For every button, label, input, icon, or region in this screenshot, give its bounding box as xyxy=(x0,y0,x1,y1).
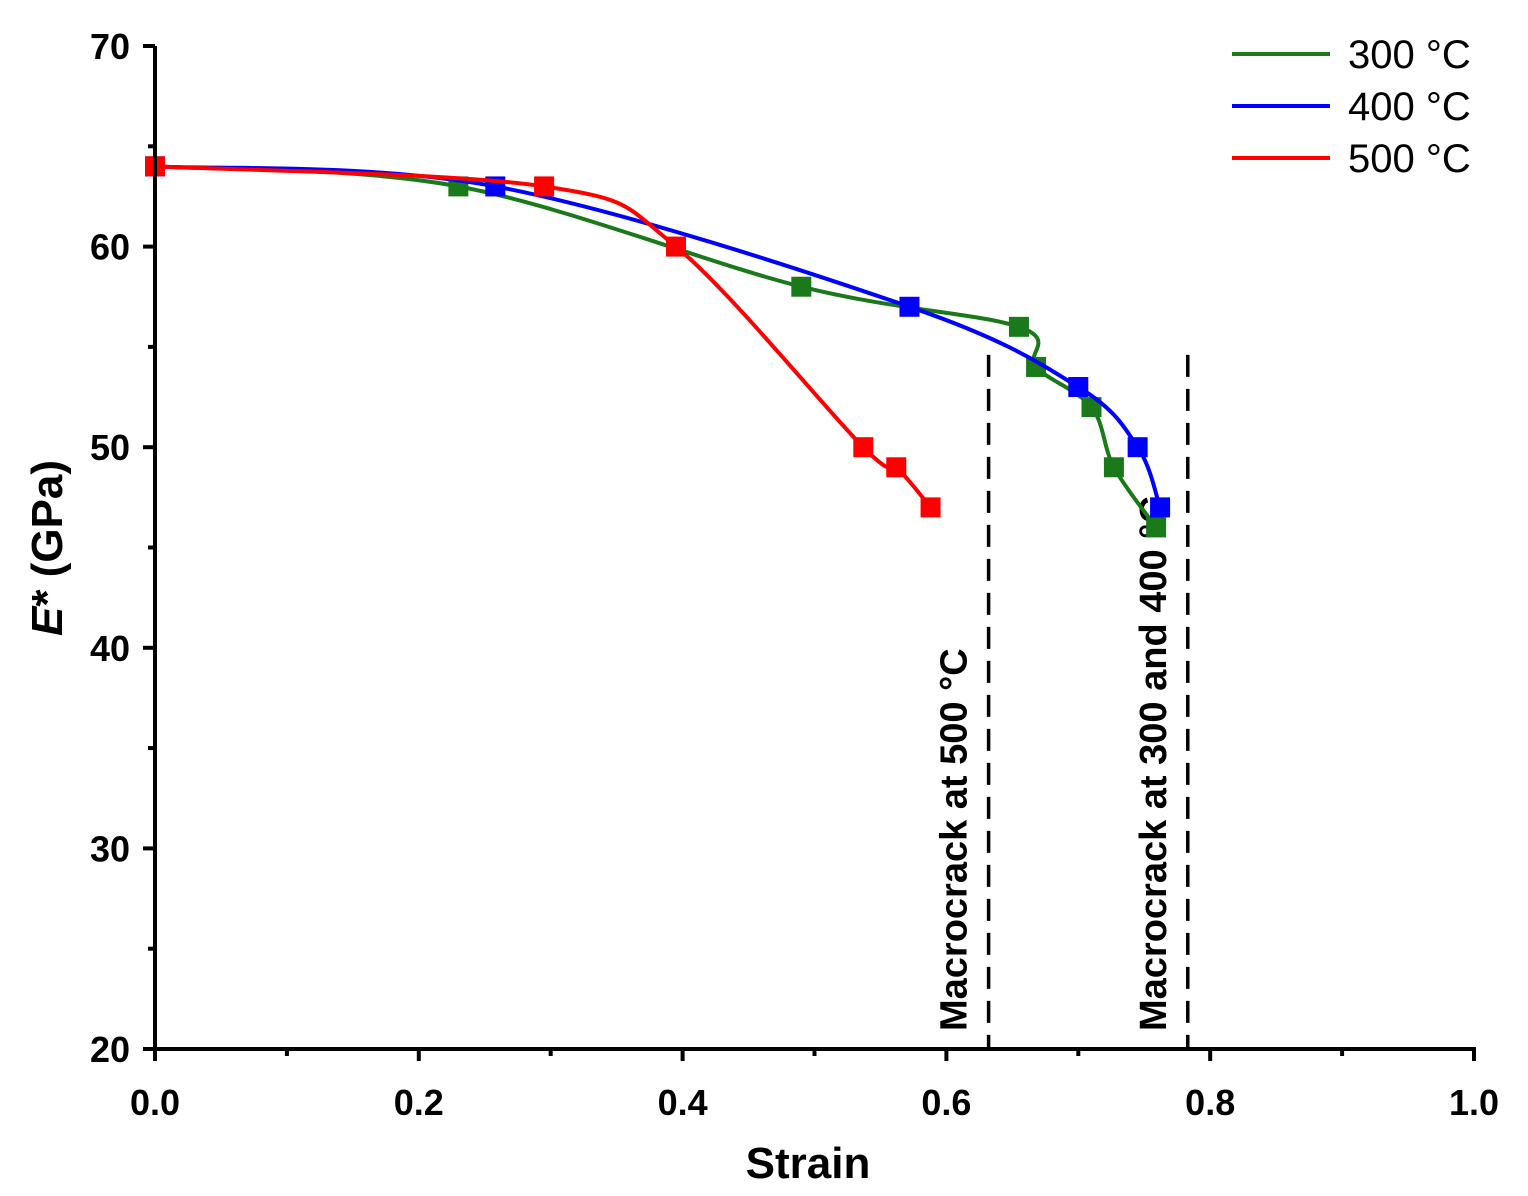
series-line-400-c xyxy=(154,164,1162,509)
legend-label: 500 °C xyxy=(1348,137,1471,181)
data-point-500-c xyxy=(920,497,941,518)
legend-label: 400 °C xyxy=(1348,85,1471,129)
y-tick-label: 60 xyxy=(90,227,130,268)
macrocrack-label: Macrocrack at 500 °C xyxy=(934,648,976,1031)
data-point-300-c xyxy=(1008,316,1029,337)
data-point-400-c xyxy=(1150,497,1171,518)
y-axis-label-symbol: E xyxy=(23,605,72,636)
y-tick-label: 30 xyxy=(90,828,130,869)
x-tick-label: 0.4 xyxy=(658,1082,708,1123)
x-tick-label: 0.6 xyxy=(921,1082,971,1123)
data-point-300-c xyxy=(1026,356,1047,377)
series-layer xyxy=(145,156,1171,538)
data-point-400-c xyxy=(1127,437,1148,458)
annotation-layer: Macrocrack at 500 °C Macrocrack at 300 an… xyxy=(934,354,1190,1049)
y-tick-label: 20 xyxy=(90,1029,130,1070)
x-axis-label: Strain xyxy=(746,1139,871,1188)
series-line-500-c xyxy=(154,164,933,509)
axes-layer xyxy=(153,46,1476,1051)
x-tick-label: 0.8 xyxy=(1185,1082,1235,1123)
legend-label: 300 °C xyxy=(1348,33,1471,77)
data-point-500-c xyxy=(534,176,555,197)
macrocrack-label: Macrocrack at 300 and 400 °C xyxy=(1133,496,1175,1031)
x-tick-label: 1.0 xyxy=(1449,1082,1499,1123)
y-tick-label: 70 xyxy=(90,26,130,67)
data-point-300-c xyxy=(791,276,812,297)
data-point-500-c xyxy=(666,236,687,257)
data-point-400-c xyxy=(1068,377,1089,398)
ticks-layer: 0.0 0.2 0.4 0.6 0.8 1.0 20 30 40 50 60 70 xyxy=(90,26,1499,1123)
data-point-300-c xyxy=(1081,397,1102,418)
x-tick-label: 0.2 xyxy=(394,1082,444,1123)
x-tick-label: 0.0 xyxy=(130,1082,180,1123)
legend: 300 °C 400 °C 500 °C xyxy=(1232,33,1471,181)
series-line-300-c xyxy=(154,164,1158,529)
data-point-400-c xyxy=(899,296,920,317)
y-tick-label: 50 xyxy=(90,427,130,468)
data-point-300-c xyxy=(1146,517,1167,538)
data-point-300-c xyxy=(1103,457,1124,478)
y-tick-label: 40 xyxy=(90,628,130,669)
y-axis-label: E* (GPa) xyxy=(23,460,72,636)
y-axis-label-unit: * (GPa) xyxy=(23,460,72,607)
data-point-500-c xyxy=(886,457,907,478)
data-point-500-c xyxy=(853,437,874,458)
